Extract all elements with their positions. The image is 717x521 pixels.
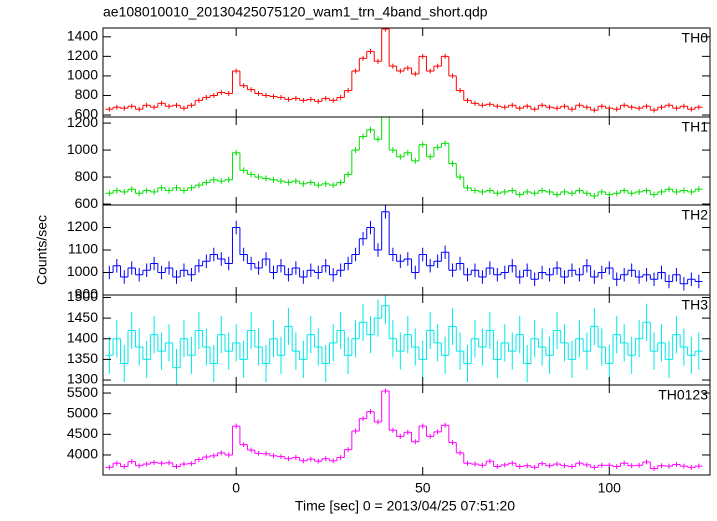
panel-frame [102,294,711,386]
x-tick-label: 0 [232,480,240,496]
y-tick-label: 900 [75,286,99,302]
y-axis-label: Counts/sec [34,215,50,285]
y-tick-label: 1450 [67,309,98,325]
y-tick-label: 5000 [67,404,98,420]
panel-frame [102,116,711,206]
panel-4-marks [105,388,703,472]
y-tick-label: 1000 [67,263,98,279]
x-axis-label: Time [sec] 0 = 2013/04/25 07:51:20 [295,498,515,514]
panel-frame [102,204,711,296]
panel-label: TH3 [682,297,709,313]
y-tick-label: 800 [75,168,99,184]
panel-2-marks [105,205,703,291]
y-tick-label: 600 [75,195,99,211]
y-tick-label: 1400 [67,28,98,44]
panel-frame [102,27,711,118]
y-tick-label: 1400 [67,329,98,345]
y-tick-label: 1200 [67,47,98,63]
panel-label: TH0 [682,30,709,46]
chart-title: ae108010010_20130425075120_wam1_trn_4ban… [103,4,488,20]
y-tick-label: 4500 [67,425,98,441]
y-tick-label: 800 [75,86,99,102]
x-tick-label: 100 [598,480,622,496]
y-tick-label: 5500 [67,384,98,400]
y-tick-label: 4000 [67,446,98,462]
y-tick-label: 1000 [67,141,98,157]
panel-label: TH2 [682,207,709,223]
y-tick-label: 1000 [67,67,98,83]
y-tick-label: 1350 [67,350,98,366]
y-tick-label: 1200 [67,218,98,234]
y-tick-label: 1200 [67,114,98,130]
y-tick-label: 1500 [67,288,98,304]
panel-3-marks [105,295,703,385]
panel-label: TH0123 [658,387,708,403]
panel-frame [102,384,711,476]
panel-0-marks [105,28,703,113]
y-tick-label: 600 [75,106,99,122]
x-tick-label: 50 [415,480,431,496]
panel-1-marks [105,117,703,199]
panel-label: TH1 [682,119,709,135]
y-tick-label: 1300 [67,371,98,387]
y-tick-label: 1100 [68,241,98,257]
